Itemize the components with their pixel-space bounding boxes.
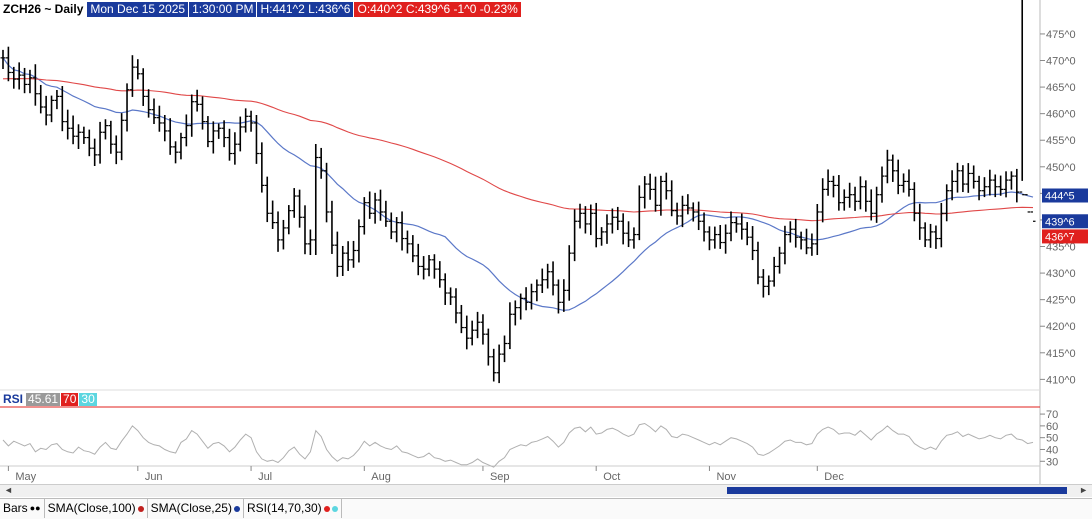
tab-bars[interactable]: Bars ●●: [0, 499, 45, 518]
scroll-right-icon[interactable]: ►: [1079, 485, 1088, 495]
rsi-lower-color-icon: [331, 505, 338, 512]
price-tick-label: 420^0: [1046, 321, 1076, 333]
x-tick-label: May: [15, 471, 36, 483]
price-tag-label: 439^6: [1045, 216, 1075, 228]
open-close-label: O:440^2 C:439^6 -1^0 -0.23%: [354, 1, 521, 17]
tab-sma25-label: SMA(Close,25): [150, 501, 232, 515]
tab-rsi[interactable]: RSI(14,70,30): [244, 499, 342, 518]
price-tick-label: 475^0: [1046, 29, 1076, 41]
chart-area[interactable]: 475^0470^0465^0460^0455^0450^0445^0440^0…: [0, 0, 1092, 500]
scroll-left-icon[interactable]: ◄: [4, 485, 13, 495]
chart-header: ZCH26 ~ Daily Mon Dec 15 2025 1:30:00 PM…: [3, 1, 522, 17]
x-tick-label: Dec: [824, 471, 844, 483]
tab-rsi-label: RSI(14,70,30): [246, 501, 322, 515]
rsi-line: [2, 422, 1034, 468]
price-tag-label: 444^5: [1045, 190, 1075, 202]
sma100-color-icon: [137, 505, 144, 512]
sma25-color-icon: [233, 505, 240, 512]
x-tick-label: Aug: [371, 471, 391, 483]
rsi-tick-label: 60: [1046, 421, 1058, 433]
price-tick-label: 410^0: [1046, 374, 1076, 386]
rsi-upper: 70: [61, 391, 79, 406]
time-label: 1:30:00 PM: [189, 1, 257, 17]
rsi-tick-label: 40: [1046, 444, 1058, 456]
price-tag: [1042, 214, 1088, 229]
price-tag-label: 436^7: [1045, 231, 1075, 243]
symbol-label: ZCH26 ~ Daily: [3, 2, 84, 16]
rsi-value: 45.61: [26, 391, 61, 406]
tab-sma25[interactable]: SMA(Close,25): [148, 499, 244, 518]
time-scrollbar[interactable]: ◄ ►: [0, 484, 1092, 497]
rsi-upper-color-icon: [323, 505, 330, 512]
price-tick-label: 460^0: [1046, 109, 1076, 121]
rsi-label: RSI: [3, 392, 24, 406]
rsi-tick-label: 70: [1046, 409, 1058, 421]
price-tag: [1042, 229, 1088, 244]
x-tick-label: Jul: [258, 471, 272, 483]
date-label: Mon Dec 15 2025: [87, 1, 189, 17]
sma25-line: [2, 57, 1034, 312]
tab-bars-label: Bars: [3, 501, 28, 515]
bars-dots-icon: ●●: [29, 503, 41, 513]
price-tick-label: 450^0: [1046, 162, 1076, 174]
x-tick-label: Nov: [716, 471, 736, 483]
high-low-label: H:441^2 L:436^6: [257, 1, 354, 17]
x-tick-label: Jun: [145, 471, 163, 483]
price-tick-label: 470^0: [1046, 56, 1076, 68]
rsi-tick-label: 50: [1046, 433, 1058, 445]
price-tick-label: 465^0: [1046, 82, 1076, 94]
rsi-lower: 30: [79, 391, 97, 406]
x-tick-label: Oct: [603, 471, 620, 483]
study-tabs: Bars ●● SMA(Close,100) SMA(Close,25) RSI(…: [0, 498, 1092, 519]
x-tick-label: Sep: [490, 471, 510, 483]
price-tick-label: 435^0: [1046, 242, 1076, 254]
scrollbar-thumb[interactable]: [727, 487, 1067, 494]
price-tick-label: 415^0: [1046, 348, 1076, 360]
rsi-tick-label: 30: [1046, 456, 1058, 468]
sma100-line: [2, 78, 1034, 222]
price-tick-label: 425^0: [1046, 295, 1076, 307]
price-tag: [1042, 188, 1088, 203]
tab-sma100[interactable]: SMA(Close,100): [45, 499, 148, 518]
price-tick-label: 455^0: [1046, 135, 1076, 147]
tab-sma100-label: SMA(Close,100): [47, 501, 136, 515]
rsi-header: RSI 45.61 70 30: [3, 392, 98, 406]
price-tick-label: 430^0: [1046, 268, 1076, 280]
